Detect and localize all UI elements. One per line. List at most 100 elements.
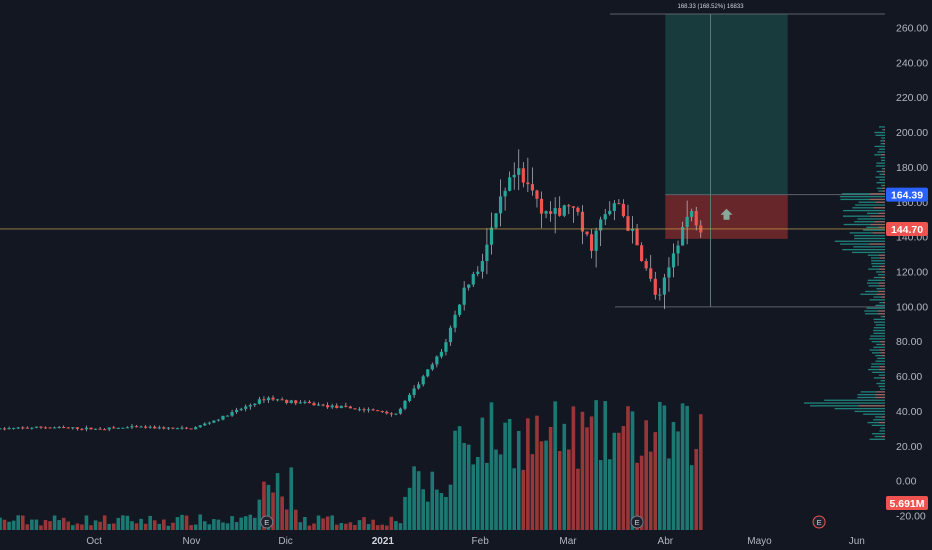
candle[interactable] [685, 200, 689, 245]
candle[interactable] [417, 381, 421, 390]
candle[interactable] [144, 425, 148, 429]
candle[interactable] [539, 191, 544, 229]
candle[interactable] [43, 426, 48, 429]
candle[interactable] [353, 408, 357, 410]
candle[interactable] [544, 210, 548, 219]
candle[interactable] [48, 427, 52, 429]
candle[interactable] [362, 407, 366, 413]
candle[interactable] [357, 407, 362, 412]
candle[interactable] [248, 403, 252, 410]
candle[interactable] [203, 422, 207, 427]
candle[interactable] [253, 403, 257, 408]
candle[interactable] [198, 425, 202, 428]
candle[interactable] [294, 400, 298, 406]
candle[interactable] [98, 426, 102, 430]
candle[interactable] [517, 149, 521, 191]
candle[interactable] [148, 425, 152, 429]
candle[interactable] [435, 355, 439, 368]
candle[interactable] [530, 167, 535, 196]
candle[interactable] [53, 426, 57, 429]
candle[interactable] [303, 400, 307, 405]
candle[interactable] [112, 425, 116, 429]
candle[interactable] [407, 393, 412, 403]
candle[interactable] [489, 212, 494, 255]
candle[interactable] [458, 304, 462, 317]
long-position-tool[interactable]: 168.33 (168.52%) 16833 [610, 4, 885, 308]
candle[interactable] [494, 212, 498, 229]
candle[interactable] [330, 403, 334, 409]
candle[interactable] [216, 419, 221, 422]
candle[interactable] [558, 196, 562, 217]
candle[interactable] [312, 401, 316, 406]
candle[interactable] [266, 396, 271, 403]
candle[interactable] [594, 227, 598, 268]
candle[interactable] [608, 201, 612, 216]
candle[interactable] [230, 409, 234, 417]
candle[interactable] [339, 405, 343, 409]
candle[interactable] [526, 157, 530, 192]
candle[interactable] [153, 425, 157, 429]
candle[interactable] [426, 369, 430, 378]
candle[interactable] [521, 162, 525, 188]
candle[interactable] [125, 426, 130, 429]
candle[interactable] [275, 398, 280, 402]
candle[interactable] [585, 231, 589, 237]
candle[interactable] [640, 242, 644, 262]
candle[interactable] [157, 425, 161, 430]
candle[interactable] [189, 428, 193, 430]
candle[interactable] [467, 284, 471, 291]
candle[interactable] [326, 402, 330, 409]
candle[interactable] [366, 407, 371, 413]
candle[interactable] [194, 426, 198, 430]
candle[interactable] [621, 199, 626, 218]
candle[interactable] [121, 427, 125, 429]
candle[interactable] [612, 200, 616, 221]
candle[interactable] [589, 228, 594, 259]
candle[interactable] [80, 428, 84, 431]
candle[interactable] [307, 400, 312, 404]
candle[interactable] [244, 404, 248, 412]
candle[interactable] [535, 189, 539, 208]
earnings-icon[interactable] [812, 515, 826, 529]
candle[interactable] [644, 258, 648, 271]
candle[interactable] [690, 208, 694, 222]
earnings-icon[interactable] [260, 515, 274, 529]
candle[interactable] [21, 426, 25, 430]
candle[interactable] [348, 405, 352, 409]
candle[interactable] [289, 399, 293, 404]
candle[interactable] [66, 426, 70, 429]
price-axis[interactable]: 260.00240.00220.00200.00180.00160.00140.… [896, 22, 928, 522]
candle[interactable] [71, 427, 75, 430]
candle[interactable] [662, 273, 666, 310]
candle[interactable] [676, 240, 680, 266]
candle[interactable] [480, 253, 484, 279]
candle[interactable] [139, 425, 143, 428]
candle[interactable] [107, 427, 111, 432]
candle[interactable] [30, 427, 34, 430]
candle[interactable] [376, 409, 380, 412]
candle[interactable] [75, 427, 79, 431]
candle[interactable] [444, 338, 448, 356]
candle[interactable] [62, 425, 66, 429]
candle[interactable] [617, 199, 621, 205]
candle[interactable] [448, 325, 453, 346]
candle[interactable] [462, 281, 466, 311]
candle[interactable] [344, 402, 348, 408]
candle[interactable] [2, 427, 7, 431]
candle[interactable] [84, 425, 89, 432]
candle[interactable] [476, 266, 480, 277]
candle[interactable] [7, 426, 11, 430]
candle[interactable] [262, 396, 266, 403]
candle[interactable] [166, 427, 170, 430]
candle[interactable] [630, 216, 635, 244]
candle[interactable] [512, 162, 516, 190]
candle[interactable] [485, 228, 489, 275]
candle[interactable] [658, 288, 662, 301]
time-axis[interactable]: Oct Nov Dic 2021 Feb Mar Abr Mayo Jun [86, 536, 864, 547]
candle[interactable] [207, 421, 211, 425]
candle[interactable] [271, 395, 275, 402]
candle[interactable] [316, 402, 321, 406]
candle[interactable] [171, 427, 175, 430]
